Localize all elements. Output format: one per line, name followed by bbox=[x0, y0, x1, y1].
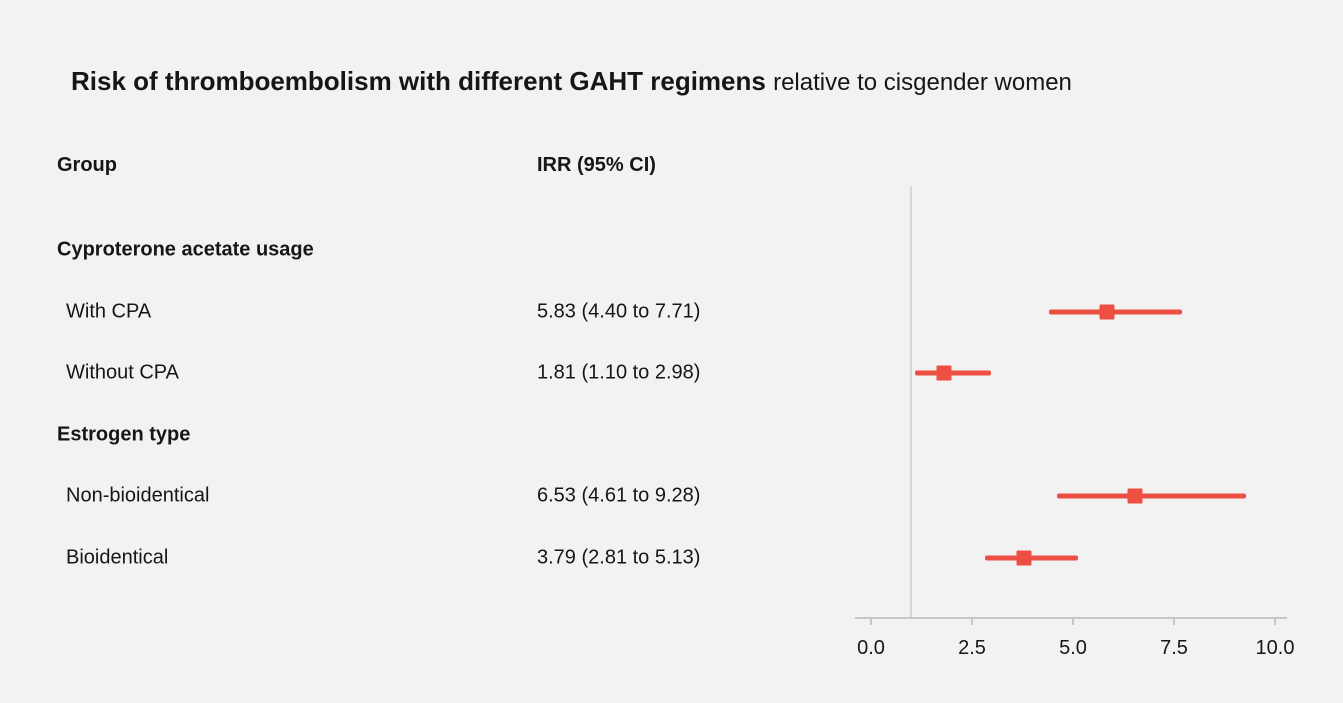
x-axis-tick-mark bbox=[870, 617, 872, 625]
column-header-irr: IRR (95% CI) bbox=[537, 154, 656, 176]
chart-title-suffix: relative to cisgender women bbox=[773, 69, 1072, 96]
ci-line bbox=[1057, 493, 1246, 499]
x-axis-line bbox=[855, 617, 1287, 619]
row-label: Non-bioidentical bbox=[66, 484, 210, 507]
point-estimate-marker bbox=[1016, 550, 1032, 566]
row-irr-value: 6.53 (4.61 to 9.28) bbox=[537, 484, 701, 507]
x-axis-tick-label: 10.0 bbox=[1255, 637, 1295, 659]
row-irr-value: 1.81 (1.10 to 2.98) bbox=[537, 361, 701, 384]
point-estimate-marker bbox=[1127, 488, 1143, 504]
chart-title: Risk of thromboembolism with different G… bbox=[71, 66, 1072, 97]
x-axis-tick-label: 7.5 bbox=[1160, 637, 1188, 659]
reference-line bbox=[910, 186, 913, 617]
group-header-label: Cyproterone acetate usage bbox=[57, 238, 314, 261]
x-axis-tick-label: 5.0 bbox=[1059, 637, 1087, 659]
x-axis-tick-mark bbox=[1072, 617, 1074, 625]
x-axis-tick-label: 0.0 bbox=[857, 637, 885, 659]
row-irr-value: 5.83 (4.40 to 7.71) bbox=[537, 300, 701, 323]
row-label: Without CPA bbox=[66, 361, 179, 384]
row-irr-value: 3.79 (2.81 to 5.13) bbox=[537, 546, 701, 569]
chart-title-main: Risk of thromboembolism with different G… bbox=[71, 66, 766, 96]
x-axis-tick-mark bbox=[1274, 617, 1276, 625]
row-label: With CPA bbox=[66, 300, 152, 323]
ci-line bbox=[1048, 309, 1183, 315]
x-axis-tick-mark bbox=[971, 617, 973, 625]
row-label: Bioidentical bbox=[66, 546, 169, 569]
point-estimate-marker bbox=[936, 365, 952, 381]
ci-line bbox=[915, 370, 992, 376]
x-axis-tick-label: 2.5 bbox=[958, 637, 986, 659]
group-header-label: Estrogen type bbox=[57, 423, 191, 446]
column-header-group: Group bbox=[57, 154, 117, 176]
x-axis-tick-mark bbox=[1173, 617, 1175, 625]
point-estimate-marker bbox=[1099, 304, 1115, 320]
